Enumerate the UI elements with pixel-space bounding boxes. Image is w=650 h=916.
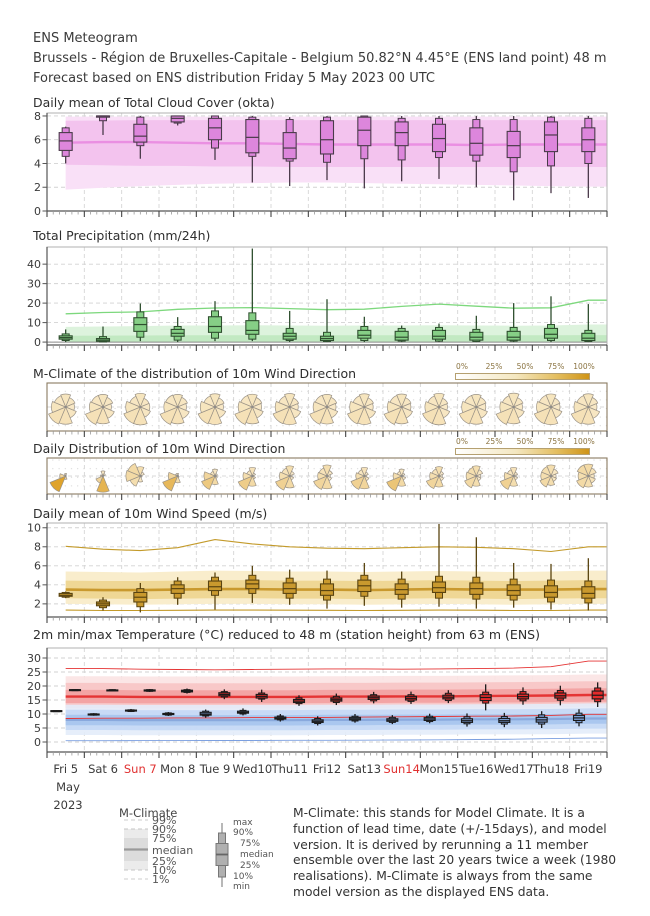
y-tick-label: 15 — [27, 694, 41, 707]
footnote-line: model version as the displayed ENS data. — [293, 885, 550, 899]
ens-box-label: 90% — [233, 828, 254, 838]
y-tick-label: 2 — [34, 181, 41, 194]
ens-box-label: min — [233, 882, 250, 892]
percent-scale-label: 50% — [516, 362, 534, 371]
footnote-line: function of lead time, date (+/-15days),… — [293, 821, 607, 836]
panel-title-temp: 2m min/max Temperature (°C) reduced to 4… — [33, 627, 540, 642]
y-tick-label: 10 — [27, 316, 41, 329]
footnote-line: realisations). M-Climate is always from … — [293, 869, 593, 884]
y-tick-label: 8 — [34, 541, 41, 554]
percent-scale-bar — [455, 448, 590, 455]
percent-scale-bar — [455, 373, 590, 380]
day-label: Tue16 — [459, 762, 494, 776]
mclimate-band-label: 10% — [152, 864, 177, 877]
y-tick-label: 20 — [27, 297, 41, 310]
ens-box-label: 10% — [233, 872, 254, 882]
ens-box-label: 25% — [240, 861, 261, 871]
mclimate-band-label: 99% — [152, 814, 177, 827]
percent-scale-label: 50% — [516, 437, 534, 446]
y-tick-label: 40 — [27, 258, 41, 271]
y-tick-label: 30 — [27, 652, 41, 665]
panel-title-cloud: Daily mean of Total Cloud Cover (okta) — [33, 95, 275, 110]
day-label: Fri12 — [312, 762, 342, 776]
month-label: May — [56, 780, 80, 794]
y-tick-label: 6 — [34, 134, 41, 147]
panel-title-rose-mclimate: M-Climate of the distribution of 10m Win… — [33, 366, 357, 381]
mclimate-band-label: median — [152, 843, 194, 857]
y-tick-label: 10 — [27, 708, 41, 721]
footnote-line: M-Climate: this stands for Model Climate… — [293, 806, 585, 820]
y-tick-label: 0 — [34, 205, 41, 218]
y-tick-label: 4 — [34, 579, 41, 592]
y-tick-label: 0 — [34, 336, 41, 349]
percent-scale-label: 75% — [547, 362, 565, 371]
day-label: Tue 9 — [199, 762, 231, 776]
percent-scale-label: 25% — [485, 437, 503, 446]
location-line: Brussels - Région de Bruxelles-Capitale … — [33, 51, 607, 66]
day-label: Sun 7 — [123, 762, 157, 776]
ens-box-label: max — [233, 818, 253, 828]
panel-title-precip: Total Precipitation (mm/24h) — [33, 228, 211, 243]
percent-scale-label: 25% — [485, 362, 503, 371]
day-label: Wed10 — [232, 762, 273, 776]
percent-scale-label: 0% — [456, 362, 468, 371]
day-label: Fri 5 — [53, 762, 79, 776]
day-label: Wed17 — [493, 762, 534, 776]
percent-scale-mclimate: 0% 25% 50% 75% 100% — [455, 362, 595, 380]
percent-scale-daily: 0% 25% 50% 75% 100% — [455, 437, 595, 455]
y-tick-label: 0 — [34, 736, 41, 749]
y-tick-label: 8 — [34, 110, 41, 123]
percent-scale-label: 100% — [573, 437, 595, 446]
y-tick-label: 4 — [34, 157, 41, 170]
year-label: 2023 — [53, 798, 83, 812]
forecast-base-line: Forecast based on ENS distribution Frida… — [33, 71, 435, 86]
footnote-line: version. It is derived by rerunning a 11… — [293, 837, 588, 852]
day-label: Thu11 — [271, 762, 308, 776]
day-label: Sat 6 — [88, 762, 118, 776]
mclimate-band-label: 75% — [152, 832, 177, 845]
mclimate-band-label: 1% — [152, 873, 170, 886]
footnote-line: ensemble over the last 20 years twice a … — [293, 853, 617, 868]
percent-scale-label: 100% — [573, 362, 595, 371]
y-tick-label: 10 — [27, 522, 41, 535]
ens-box-label: 75% — [240, 839, 261, 849]
percent-scale-label: 0% — [456, 437, 468, 446]
day-label: Fri19 — [574, 762, 603, 776]
mclimate-band-label: 90% — [152, 823, 177, 836]
y-tick-label: 5 — [34, 722, 41, 735]
day-label: Thu18 — [532, 762, 570, 776]
panel-title-wind: Daily mean of 10m Wind Speed (m/s) — [33, 506, 268, 521]
y-tick-label: 20 — [27, 680, 41, 693]
panel-title-rose-daily: Daily Distribution of 10m Wind Direction — [33, 441, 286, 456]
y-tick-label: 25 — [27, 666, 41, 679]
y-tick-label: 30 — [27, 277, 41, 290]
mclimate-band-label: 25% — [152, 855, 177, 868]
y-tick-label: 6 — [34, 560, 41, 573]
page-title: ENS Meteogram — [33, 31, 138, 46]
day-label: Sat13 — [347, 762, 382, 776]
ens-box-label: median — [240, 849, 274, 860]
day-label: Sun14 — [383, 762, 420, 776]
percent-scale-label: 75% — [547, 437, 565, 446]
mclimate-legend-title: M-Climate — [119, 806, 178, 820]
day-label: Mon15 — [419, 762, 459, 776]
y-tick-label: 2 — [34, 598, 41, 611]
day-label: Mon 8 — [160, 762, 196, 776]
